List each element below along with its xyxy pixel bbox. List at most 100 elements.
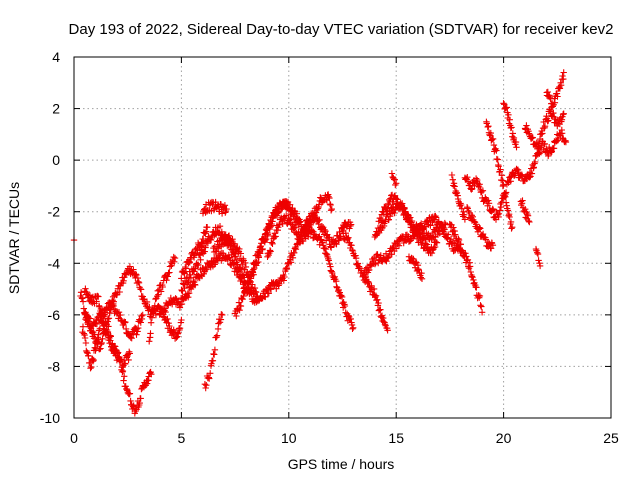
x-tick-label: 15 (388, 430, 404, 446)
data-point (181, 285, 188, 292)
data-point (535, 257, 542, 264)
data-point (98, 339, 105, 347)
data-point (545, 117, 552, 124)
data-point (505, 111, 512, 118)
data-point (559, 111, 567, 118)
data-point (218, 210, 226, 217)
data-point (139, 311, 146, 319)
data-point (86, 315, 94, 322)
data-point (151, 302, 158, 309)
data-point (457, 201, 465, 209)
data-point (257, 243, 264, 250)
data-point (316, 216, 323, 223)
data-point (166, 269, 173, 276)
data-point (341, 302, 349, 310)
x-tick-label: 20 (496, 430, 512, 446)
data-point (352, 255, 360, 262)
data-point (328, 244, 335, 251)
data-point (391, 209, 398, 217)
data-point (174, 330, 181, 337)
grid-lines (74, 57, 611, 418)
data-point (535, 143, 542, 151)
data-point (529, 134, 536, 141)
data-point (88, 294, 95, 301)
data-point (127, 397, 134, 405)
data-point (184, 279, 191, 287)
data-point (85, 314, 92, 322)
data-point (198, 239, 205, 246)
data-point (393, 180, 400, 187)
data-point (233, 312, 240, 320)
data-point (109, 340, 116, 347)
data-point (488, 136, 495, 143)
data-point (384, 327, 391, 334)
data-point (213, 332, 221, 339)
data-point (335, 237, 342, 244)
data-point (147, 319, 155, 326)
data-point (200, 235, 207, 243)
data-point (454, 195, 462, 203)
data-point (291, 249, 298, 256)
data-point (485, 200, 493, 207)
data-point (549, 100, 556, 107)
data-point (203, 382, 210, 389)
data-point (395, 242, 403, 249)
data-point (539, 130, 546, 137)
data-point (252, 289, 260, 296)
data-point (417, 274, 424, 281)
data-point (140, 296, 147, 303)
data-point (383, 258, 390, 265)
data-point (484, 123, 491, 131)
data-point (89, 358, 97, 365)
data-point (269, 240, 276, 247)
data-point (463, 204, 471, 211)
data-point (164, 273, 171, 280)
data-point (502, 105, 509, 112)
data-point (534, 249, 541, 256)
data-point (522, 206, 529, 213)
data-point (249, 269, 257, 276)
data-point (506, 213, 513, 221)
data-point (560, 69, 567, 76)
data-point (286, 201, 294, 208)
data-point (95, 317, 102, 324)
data-point (455, 235, 462, 242)
data-point (328, 205, 335, 213)
data-point (338, 292, 345, 299)
data-point (508, 124, 515, 131)
data-point (187, 271, 194, 278)
data-point (81, 334, 89, 342)
data-point (507, 218, 515, 226)
data-point (477, 302, 484, 309)
data-point (291, 210, 298, 218)
data-point (430, 244, 438, 251)
data-point (135, 324, 142, 332)
data-point (556, 85, 564, 92)
data-point (92, 345, 100, 352)
data-point (271, 234, 278, 241)
data-point (468, 273, 475, 280)
data-point (405, 212, 412, 220)
data-point (485, 123, 492, 130)
data-point (243, 286, 250, 293)
data-point (268, 239, 276, 246)
data-point (507, 178, 514, 185)
data-point (327, 201, 334, 209)
data-point (133, 271, 140, 279)
data-point (450, 180, 458, 187)
data-point (445, 231, 452, 238)
data-point (138, 315, 146, 323)
data-point (221, 202, 229, 209)
data-point (135, 279, 143, 286)
data-point (562, 138, 570, 146)
data-point (508, 225, 515, 232)
data-point (551, 99, 559, 106)
data-point (333, 241, 340, 248)
data-point (467, 268, 474, 276)
data-point (79, 298, 87, 305)
data-point (87, 365, 94, 372)
data-point (384, 205, 391, 213)
data-point (526, 218, 533, 226)
data-point (499, 177, 506, 184)
data-point (223, 205, 230, 213)
